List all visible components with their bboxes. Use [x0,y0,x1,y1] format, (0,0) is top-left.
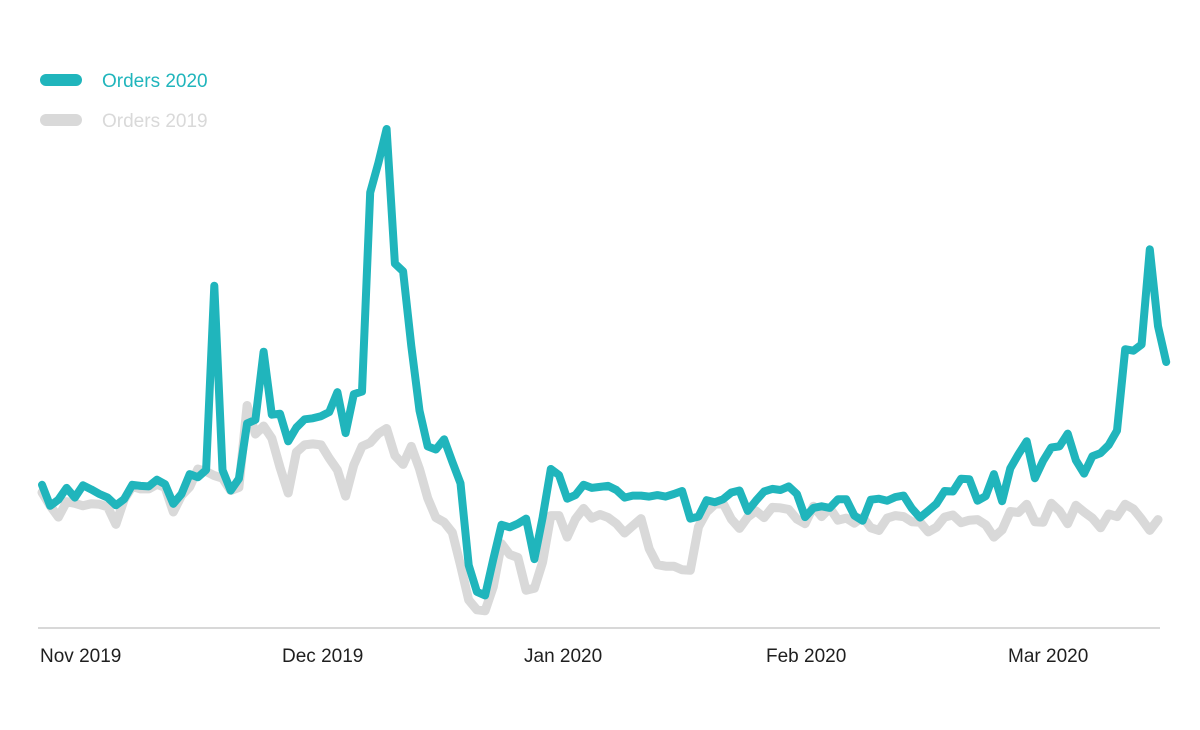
x-tick-label: Jan 2020 [524,646,602,667]
legend-label-orders-2019: Orders 2019 [102,111,208,132]
series-layer [37,125,1171,616]
legend: Orders 2020 Orders 2019 [40,71,208,132]
x-tick-label: Dec 2019 [282,646,363,667]
x-tick-label: Feb 2020 [766,646,846,667]
series-line-orders-2020 [38,125,1171,600]
x-tick-labels: Nov 2019 Dec 2019 Jan 2020 Feb 2020 Mar 2020 [40,646,1088,667]
x-tick-label: Mar 2020 [1008,646,1088,667]
legend-label-orders-2020: Orders 2020 [102,71,208,92]
x-tick-label: Nov 2019 [40,646,121,667]
